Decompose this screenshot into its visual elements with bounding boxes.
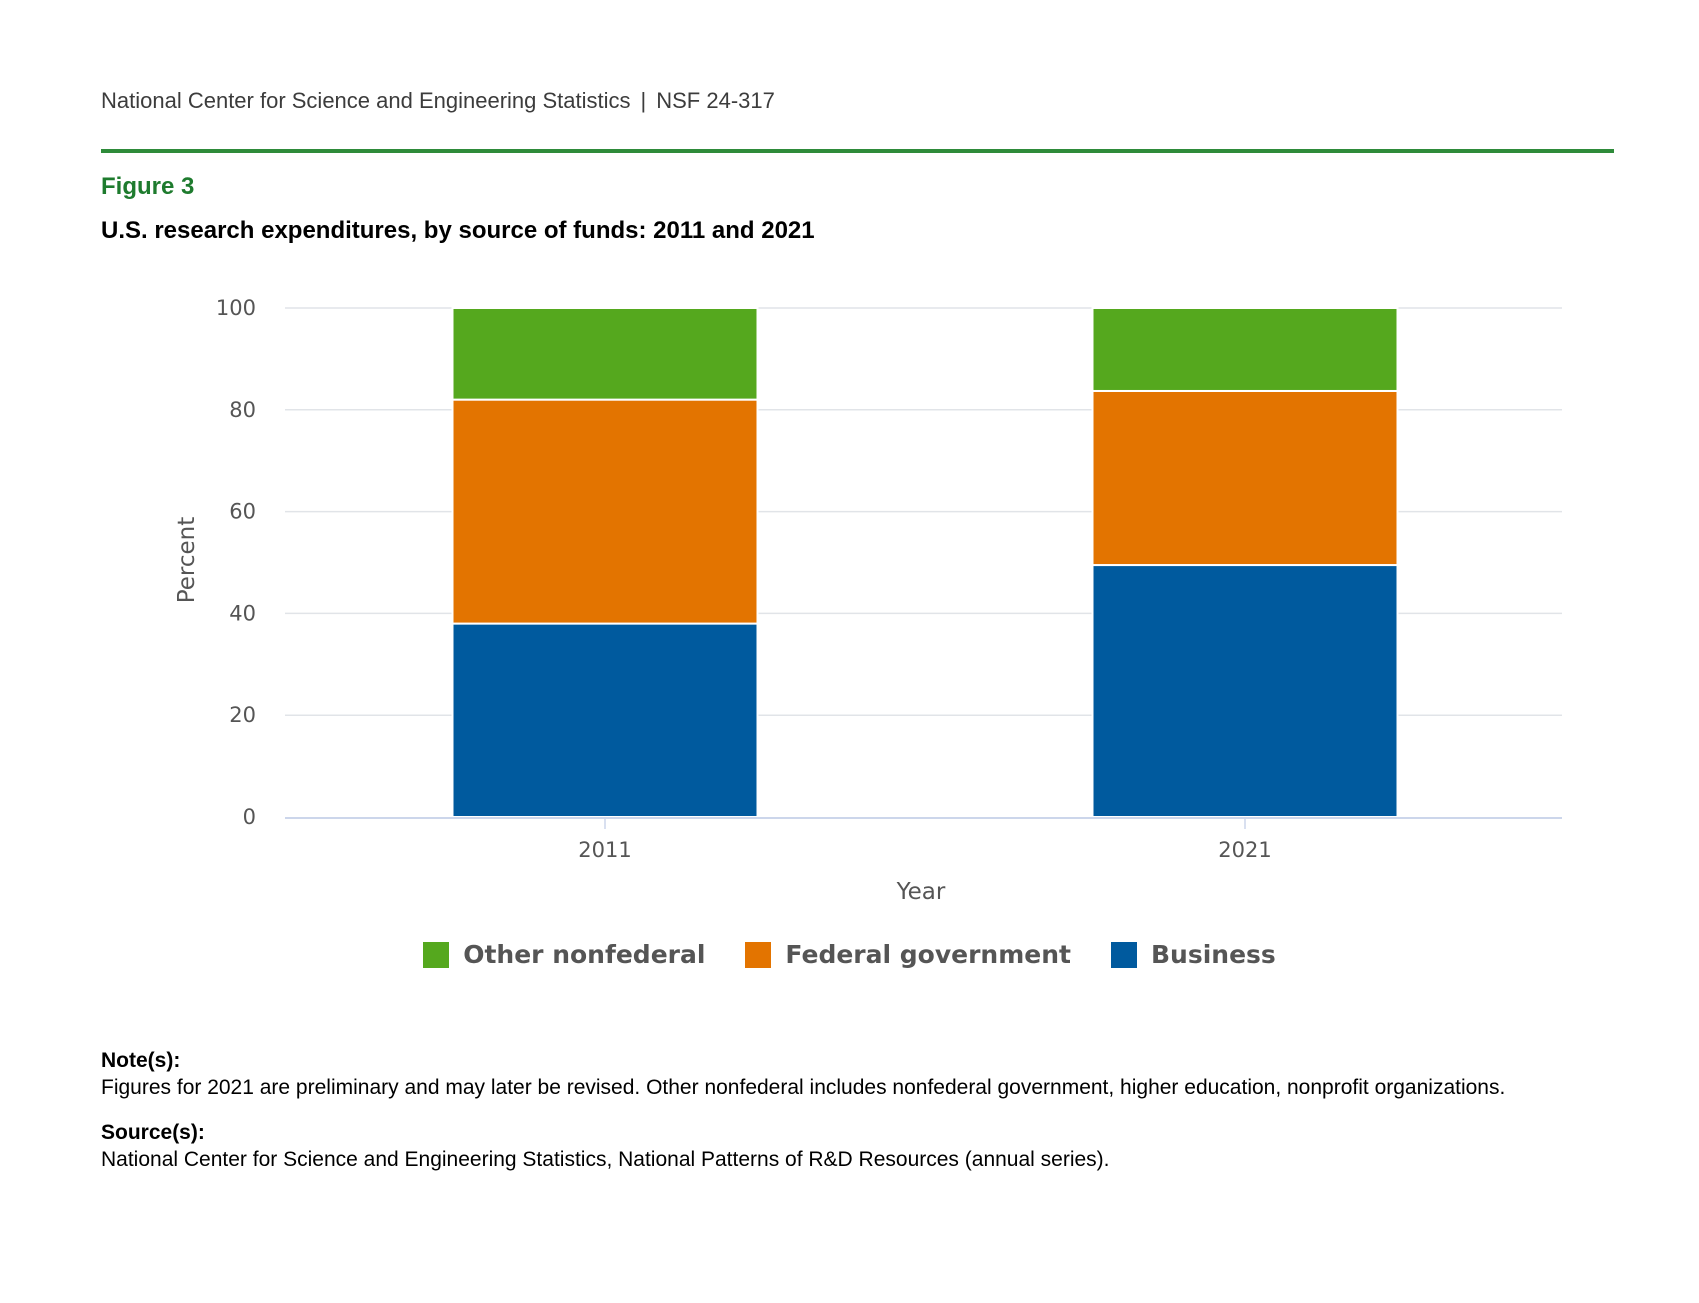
- notes-heading: Note(s):: [101, 1049, 181, 1072]
- legend-label-federal: Federal government: [785, 940, 1071, 969]
- y-tick-label: 20: [229, 703, 256, 727]
- report-header: National Center for Science and Engineer…: [101, 88, 775, 114]
- y-tick-label: 60: [229, 500, 256, 524]
- header-report-id: NSF 24-317: [656, 88, 775, 113]
- legend-item-other[interactable]: Other nonfederal: [423, 940, 705, 969]
- y-tick-label: 40: [229, 601, 256, 625]
- header-separator: |: [640, 88, 647, 113]
- legend-item-federal[interactable]: Federal government: [745, 940, 1071, 969]
- y-tick-label: 0: [243, 805, 256, 829]
- header-org: National Center for Science and Engineer…: [101, 88, 631, 113]
- bar-segment-other-2011[interactable]: [451, 307, 759, 401]
- source-text: National Center for Science and Engineer…: [101, 1148, 1110, 1171]
- figure-title: U.S. research expenditures, by source of…: [101, 217, 815, 244]
- bar-segment-business-2021[interactable]: [1091, 564, 1399, 818]
- legend-label-business: Business: [1150, 940, 1276, 969]
- y-tick-labels: 0 20 40 60 80 100: [216, 296, 256, 829]
- source-heading: Source(s):: [101, 1121, 205, 1144]
- legend-item-business[interactable]: Business: [1110, 940, 1276, 969]
- legend-swatch-other: [423, 941, 450, 968]
- y-tick-label: 80: [229, 398, 256, 422]
- x-tick-label: 2011: [578, 838, 631, 862]
- bar-segment-federal-2021[interactable]: [1091, 389, 1399, 567]
- notes-section: Note(s): Figures for 2021 are preliminar…: [101, 1047, 1561, 1191]
- bar-segment-business-2011[interactable]: [451, 622, 759, 819]
- header-rule: [101, 149, 1614, 153]
- notes-text: Figures for 2021 are preliminary and may…: [101, 1076, 1506, 1099]
- y-axis-title: Percent: [174, 517, 200, 604]
- x-axis-title: Year: [896, 879, 946, 905]
- stacked-bar-chart: 2011 2021 0 20 40 60 80 100 Percent Year: [174, 296, 1562, 905]
- x-tick-label: 2021: [1218, 838, 1271, 862]
- bars: [451, 307, 1399, 819]
- figure-label: Figure 3: [101, 173, 195, 200]
- bar-segment-federal-2011[interactable]: [451, 398, 759, 625]
- bar-segment-other-2021[interactable]: [1091, 307, 1399, 392]
- legend-swatch-federal: [745, 941, 772, 968]
- chart-legend: Other nonfederal Federal government Busi…: [0, 940, 1699, 969]
- x-axis: 2011 2021: [285, 817, 1562, 862]
- y-tick-label: 100: [216, 296, 256, 320]
- legend-label-other: Other nonfederal: [463, 940, 706, 969]
- legend-swatch-business: [1110, 941, 1137, 968]
